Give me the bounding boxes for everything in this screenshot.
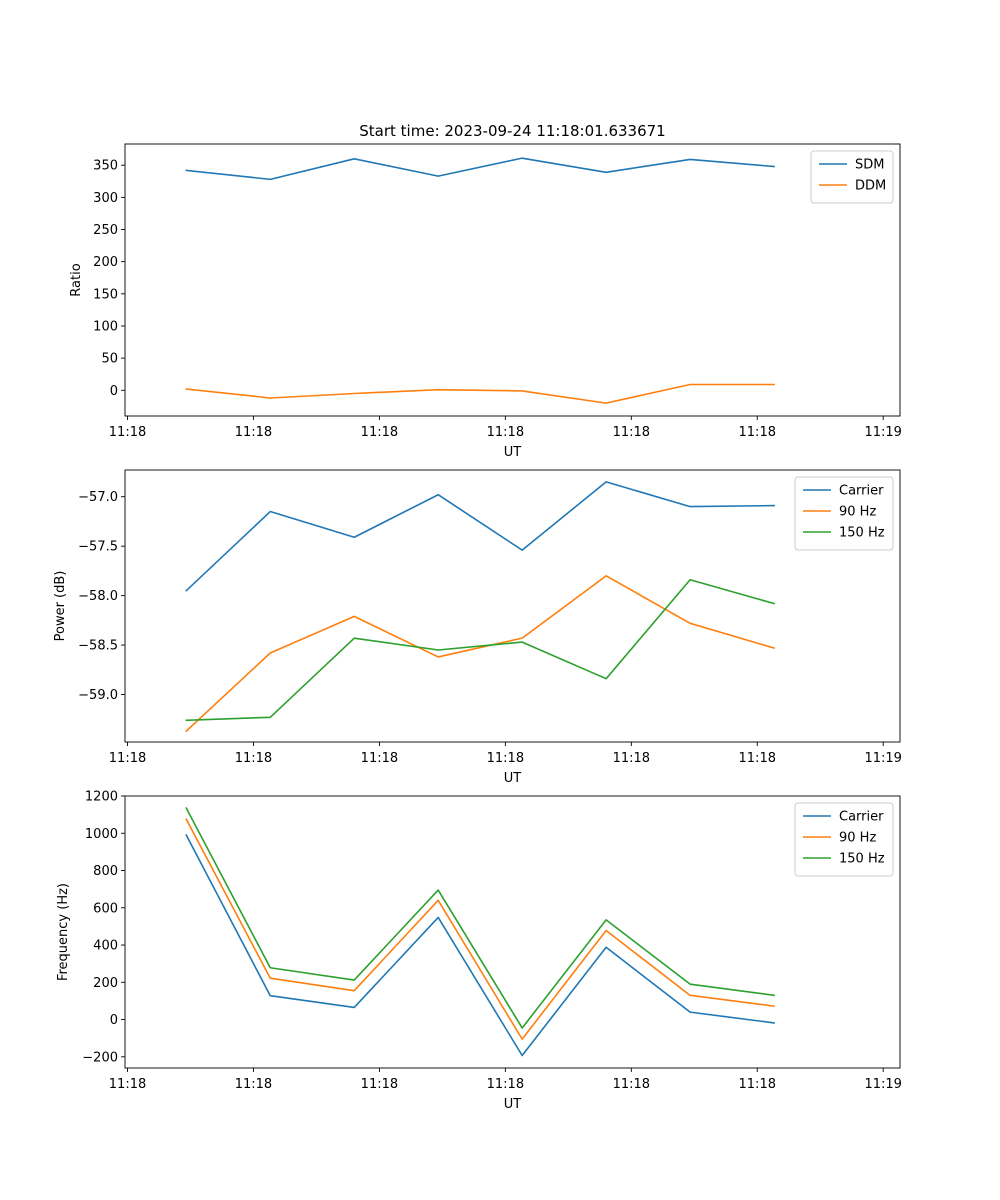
- x-tick-label: 11:18: [109, 1077, 146, 1092]
- x-tick-label: 11:18: [487, 751, 524, 766]
- x-tick-label: 11:19: [864, 751, 901, 766]
- series-line-90-hz: [185, 818, 775, 1040]
- legend: SDM DDM: [810, 150, 894, 204]
- y-tick-label: 200: [93, 976, 118, 991]
- y-tick-label: 100: [93, 319, 118, 334]
- y-tick-label: 1000: [85, 827, 118, 842]
- x-axis-label: UT: [504, 1097, 522, 1112]
- legend: Carrier 90 Hz 150 Hz: [794, 802, 894, 877]
- x-tick-label: 11:18: [739, 425, 776, 440]
- x-axis-label: UT: [504, 771, 522, 786]
- axes-frame: [124, 795, 901, 1069]
- x-axis-label: UT: [504, 445, 522, 460]
- figure-title: Start time: 2023-09-24 11:18:01.633671: [359, 122, 665, 140]
- legend-entry: 90 Hz: [839, 505, 876, 520]
- x-tick-label: 11:18: [613, 1077, 650, 1092]
- series-line-carrier: [185, 834, 775, 1057]
- legend-entry: 150 Hz: [839, 852, 885, 867]
- x-tick-label: 11:18: [739, 751, 776, 766]
- legend-entry: Carrier: [839, 810, 884, 825]
- y-tick-label: −57.0: [78, 490, 118, 505]
- x-tick-label: 11:18: [361, 425, 398, 440]
- legend-entry: 90 Hz: [839, 831, 876, 846]
- subplot-3: 11:18 11:18 11:18 11:18 11:18 11:18 11:19 −200 0…: [56, 790, 902, 1113]
- x-tick-label: 11:18: [235, 1077, 272, 1092]
- y-tick-label: 250: [93, 223, 118, 238]
- x-tick-label: 11:18: [109, 751, 146, 766]
- y-tick-label: −58.0: [78, 589, 118, 604]
- x-tick-label: 11:18: [613, 751, 650, 766]
- legend-entry: DDM: [855, 179, 886, 194]
- y-tick-label: 200: [93, 255, 118, 270]
- y-tick-label: −200: [82, 1050, 118, 1065]
- axes-frame: [124, 469, 901, 743]
- x-tick-label: 11:19: [864, 1077, 901, 1092]
- y-tick-label: −58.5: [78, 639, 118, 654]
- x-tick-label: 11:18: [235, 425, 272, 440]
- x-tick-label: 11:18: [487, 425, 524, 440]
- subplot-2: 11:18 11:18 11:18 11:18 11:18 11:18 11:19 −59.0…: [53, 469, 902, 786]
- y-tick-label: 300: [93, 191, 118, 206]
- subplot-1: 11:18 11:18 11:18 11:18 11:18 11:18 11:19 0 50 10…: [69, 143, 902, 460]
- x-tick-label: 11:18: [109, 425, 146, 440]
- x-tick-label: 11:18: [613, 425, 650, 440]
- series-line-150-hz: [185, 807, 775, 1029]
- legend: Carrier 90 Hz 150 Hz: [794, 476, 894, 551]
- y-tick-label: 600: [93, 901, 118, 916]
- series-line-90-hz: [185, 575, 776, 733]
- y-tick-label: 800: [93, 864, 118, 879]
- series-line-sdm: [185, 157, 775, 181]
- y-tick-label: 50: [101, 352, 118, 367]
- x-tick-label: 11:18: [361, 751, 398, 766]
- y-tick-label: −57.5: [78, 540, 118, 555]
- y-axis-label: Frequency (Hz): [56, 883, 71, 981]
- subplots: 11:18 11:18 11:18 11:18 11:18 11:18 11:19 0 50 10…: [53, 143, 902, 1113]
- y-tick-label: 0: [110, 384, 118, 399]
- y-tick-label: 350: [93, 159, 118, 174]
- series-line-carrier: [185, 481, 775, 592]
- y-tick-label: 400: [93, 939, 118, 954]
- y-tick-label: −59.0: [78, 688, 118, 703]
- x-tick-label: 11:18: [739, 1077, 776, 1092]
- series-line-150-hz: [185, 578, 776, 722]
- legend-entry: 150 Hz: [839, 526, 885, 541]
- y-axis-label: Ratio: [69, 263, 84, 296]
- series-line-ddm: [185, 383, 775, 404]
- y-tick-label: 1200: [85, 790, 118, 805]
- legend-entry: SDM: [855, 158, 884, 173]
- x-tick-label: 11:18: [235, 751, 272, 766]
- y-tick-label: 150: [93, 287, 118, 302]
- x-tick-label: 11:19: [864, 425, 901, 440]
- x-tick-label: 11:18: [487, 1077, 524, 1092]
- axes-frame: [124, 143, 901, 417]
- y-axis-label: Power (dB): [53, 571, 68, 642]
- legend-entry: Carrier: [839, 484, 884, 499]
- y-tick-label: 0: [110, 1013, 118, 1028]
- x-tick-label: 11:18: [361, 1077, 398, 1092]
